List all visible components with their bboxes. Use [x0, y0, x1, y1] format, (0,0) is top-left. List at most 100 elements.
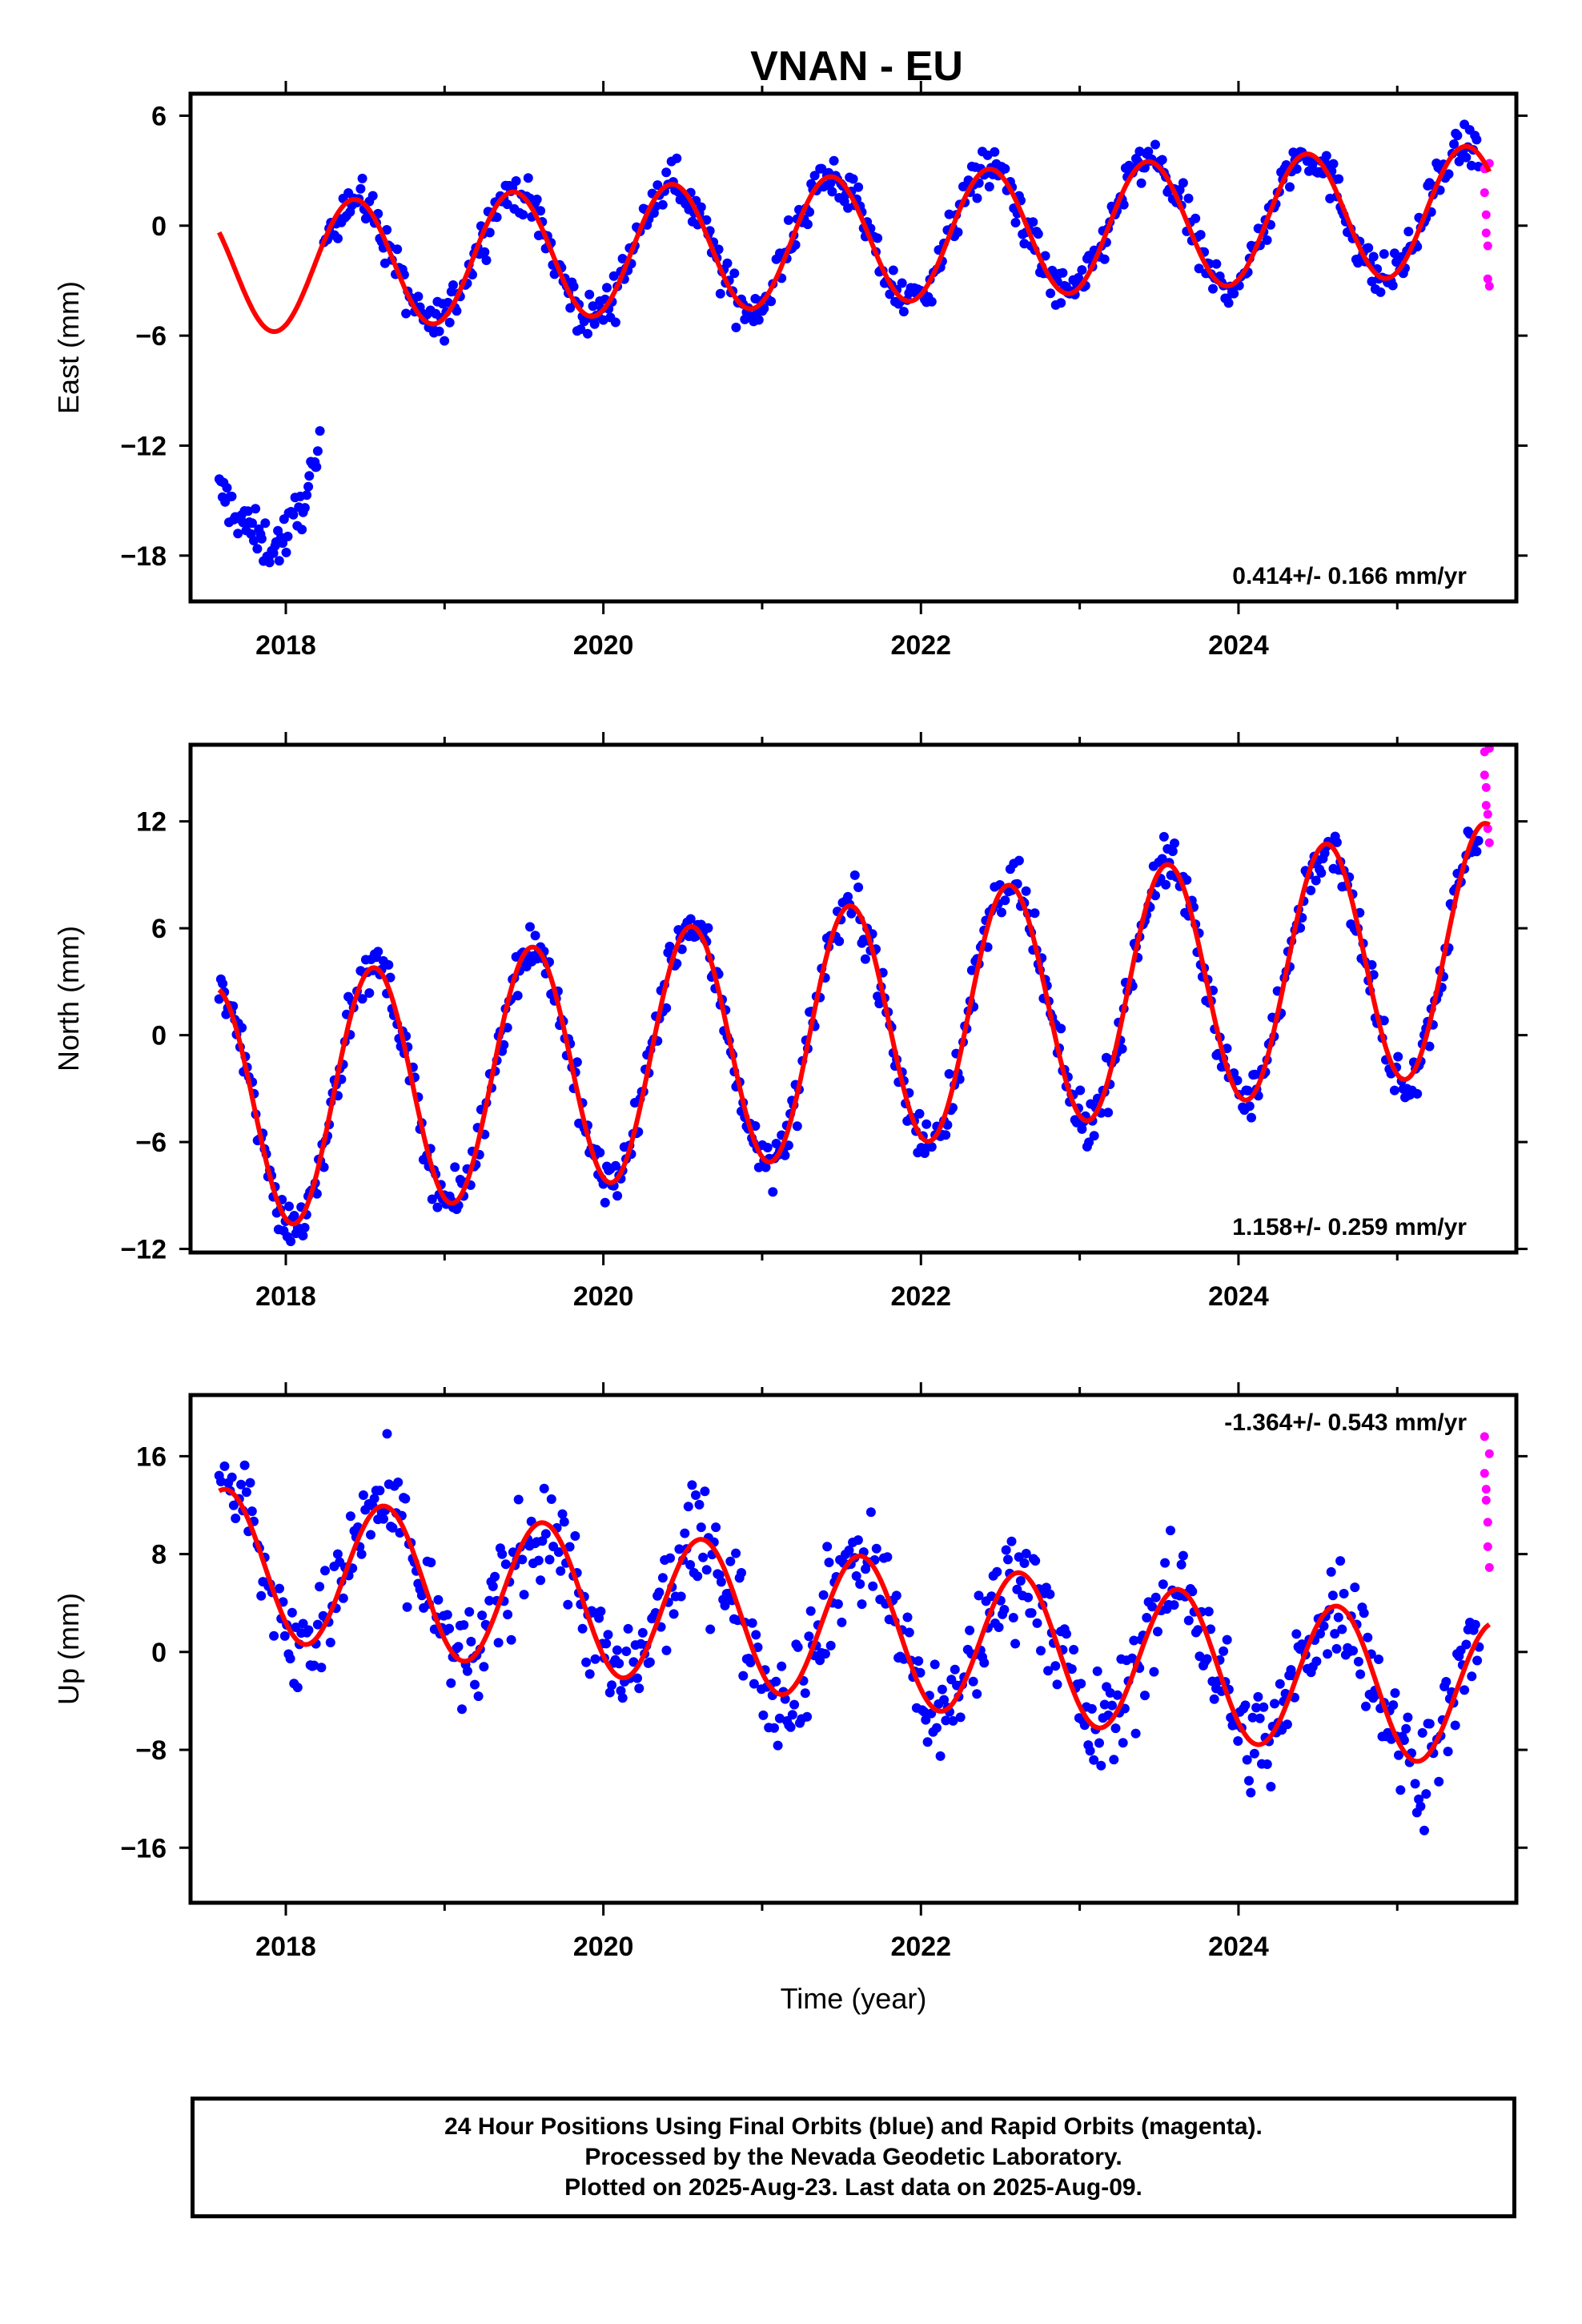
plot-area-north — [214, 745, 1494, 1247]
data-point — [1094, 1738, 1104, 1748]
data-point — [1028, 217, 1038, 227]
data-point — [256, 1590, 267, 1601]
data-point — [367, 191, 378, 201]
data-point — [1452, 131, 1463, 141]
data-point — [1467, 1671, 1477, 1682]
fit-curve — [217, 143, 1492, 334]
data-point — [953, 227, 963, 237]
footer-caption-box: 24 Hour Positions Using Final Orbits (bl… — [191, 2097, 1516, 2218]
data-point — [897, 278, 907, 288]
data-point-rapid — [1481, 1485, 1491, 1494]
y-tick-label: 8 — [151, 1540, 167, 1570]
data-point — [612, 1645, 622, 1655]
data-point — [999, 1605, 1010, 1614]
data-point — [669, 1609, 679, 1619]
data-point — [696, 1522, 706, 1533]
data-point — [771, 1676, 781, 1687]
data-point — [1158, 1579, 1168, 1590]
data-point-rapid — [1480, 1469, 1489, 1478]
data-point — [297, 525, 307, 535]
y-axis-label: North (mm) — [52, 926, 85, 1072]
data-point — [1021, 1549, 1031, 1558]
data-point — [822, 1542, 833, 1552]
data-point — [745, 1658, 756, 1667]
panel-north: −12 −6 0 6 12 2018 2020 2022 2024 North (mm) 1.158… — [52, 732, 1528, 1312]
data-point — [1251, 1703, 1262, 1713]
data-point — [687, 1480, 697, 1490]
data-point — [464, 1606, 475, 1617]
data-point — [299, 1223, 310, 1232]
data-point — [1118, 1738, 1128, 1748]
data-point — [750, 1121, 761, 1131]
data-point — [1470, 1619, 1480, 1630]
data-point — [268, 548, 279, 558]
data-point — [1223, 298, 1234, 308]
y-tick-label: −16 — [120, 1833, 167, 1864]
y-tick-label: 6 — [151, 101, 167, 131]
data-point — [1330, 1629, 1340, 1639]
rate-annotation: 0.414+/- 0.166 mm/yr — [1232, 563, 1467, 589]
data-point — [325, 1638, 335, 1647]
data-point — [644, 1657, 655, 1667]
data-point — [462, 1666, 472, 1676]
data-point — [1454, 156, 1464, 167]
data-point — [1246, 1787, 1256, 1798]
data-point — [771, 1139, 781, 1148]
data-point — [557, 1509, 568, 1519]
data-point — [281, 547, 291, 557]
data-point-rapid — [1484, 1449, 1494, 1458]
data-point — [1160, 1558, 1170, 1568]
data-point — [634, 1683, 644, 1694]
data-point — [805, 207, 815, 217]
data-point — [804, 1631, 814, 1642]
data-point — [513, 1494, 524, 1505]
data-point — [1355, 1669, 1366, 1679]
data-point — [1014, 855, 1024, 866]
data-point — [844, 1545, 854, 1555]
data-point — [1359, 1608, 1369, 1618]
data-point — [222, 483, 232, 493]
data-point — [913, 1656, 924, 1667]
data-point — [311, 462, 322, 472]
data-point — [444, 317, 455, 328]
data-point — [817, 163, 827, 174]
y-tick-label: −12 — [120, 1235, 167, 1265]
data-point — [857, 1599, 867, 1610]
fit-curve — [218, 1486, 1492, 1764]
data-point — [751, 1630, 761, 1640]
data-point — [833, 1599, 843, 1609]
data-point — [539, 1483, 549, 1494]
data-point — [434, 326, 444, 336]
data-point — [416, 1590, 427, 1601]
data-point — [789, 1699, 800, 1710]
data-point — [477, 1610, 488, 1621]
data-point — [1328, 159, 1339, 169]
data-point — [1166, 1526, 1175, 1536]
data-point — [1026, 1608, 1037, 1618]
data-point — [1379, 1015, 1389, 1026]
data-point — [565, 303, 576, 313]
plot-area-east — [214, 119, 1494, 568]
plot-frame — [188, 742, 1519, 1255]
data-point — [285, 1654, 295, 1664]
data-point — [532, 195, 542, 204]
data-point — [249, 536, 259, 545]
data-point — [453, 1642, 464, 1652]
data-point — [1319, 1621, 1329, 1631]
data-point-rapid — [1483, 1518, 1492, 1527]
figure-title: VNAN - EU — [750, 43, 963, 90]
footer-line-2: Processed by the Nevada Geodetic Laborat… — [584, 2144, 1122, 2170]
data-point — [252, 544, 263, 554]
data-point — [1066, 1664, 1077, 1675]
data-point — [1412, 1088, 1423, 1099]
data-point — [427, 1194, 437, 1204]
data-point — [1099, 1699, 1110, 1710]
data-point — [1399, 1735, 1409, 1745]
data-point — [260, 518, 271, 529]
x-tick-label: 2018 — [255, 630, 316, 661]
data-point — [576, 324, 586, 335]
data-point — [944, 209, 954, 219]
data-point — [549, 269, 560, 279]
data-point — [657, 1573, 668, 1583]
data-point — [921, 1119, 932, 1129]
